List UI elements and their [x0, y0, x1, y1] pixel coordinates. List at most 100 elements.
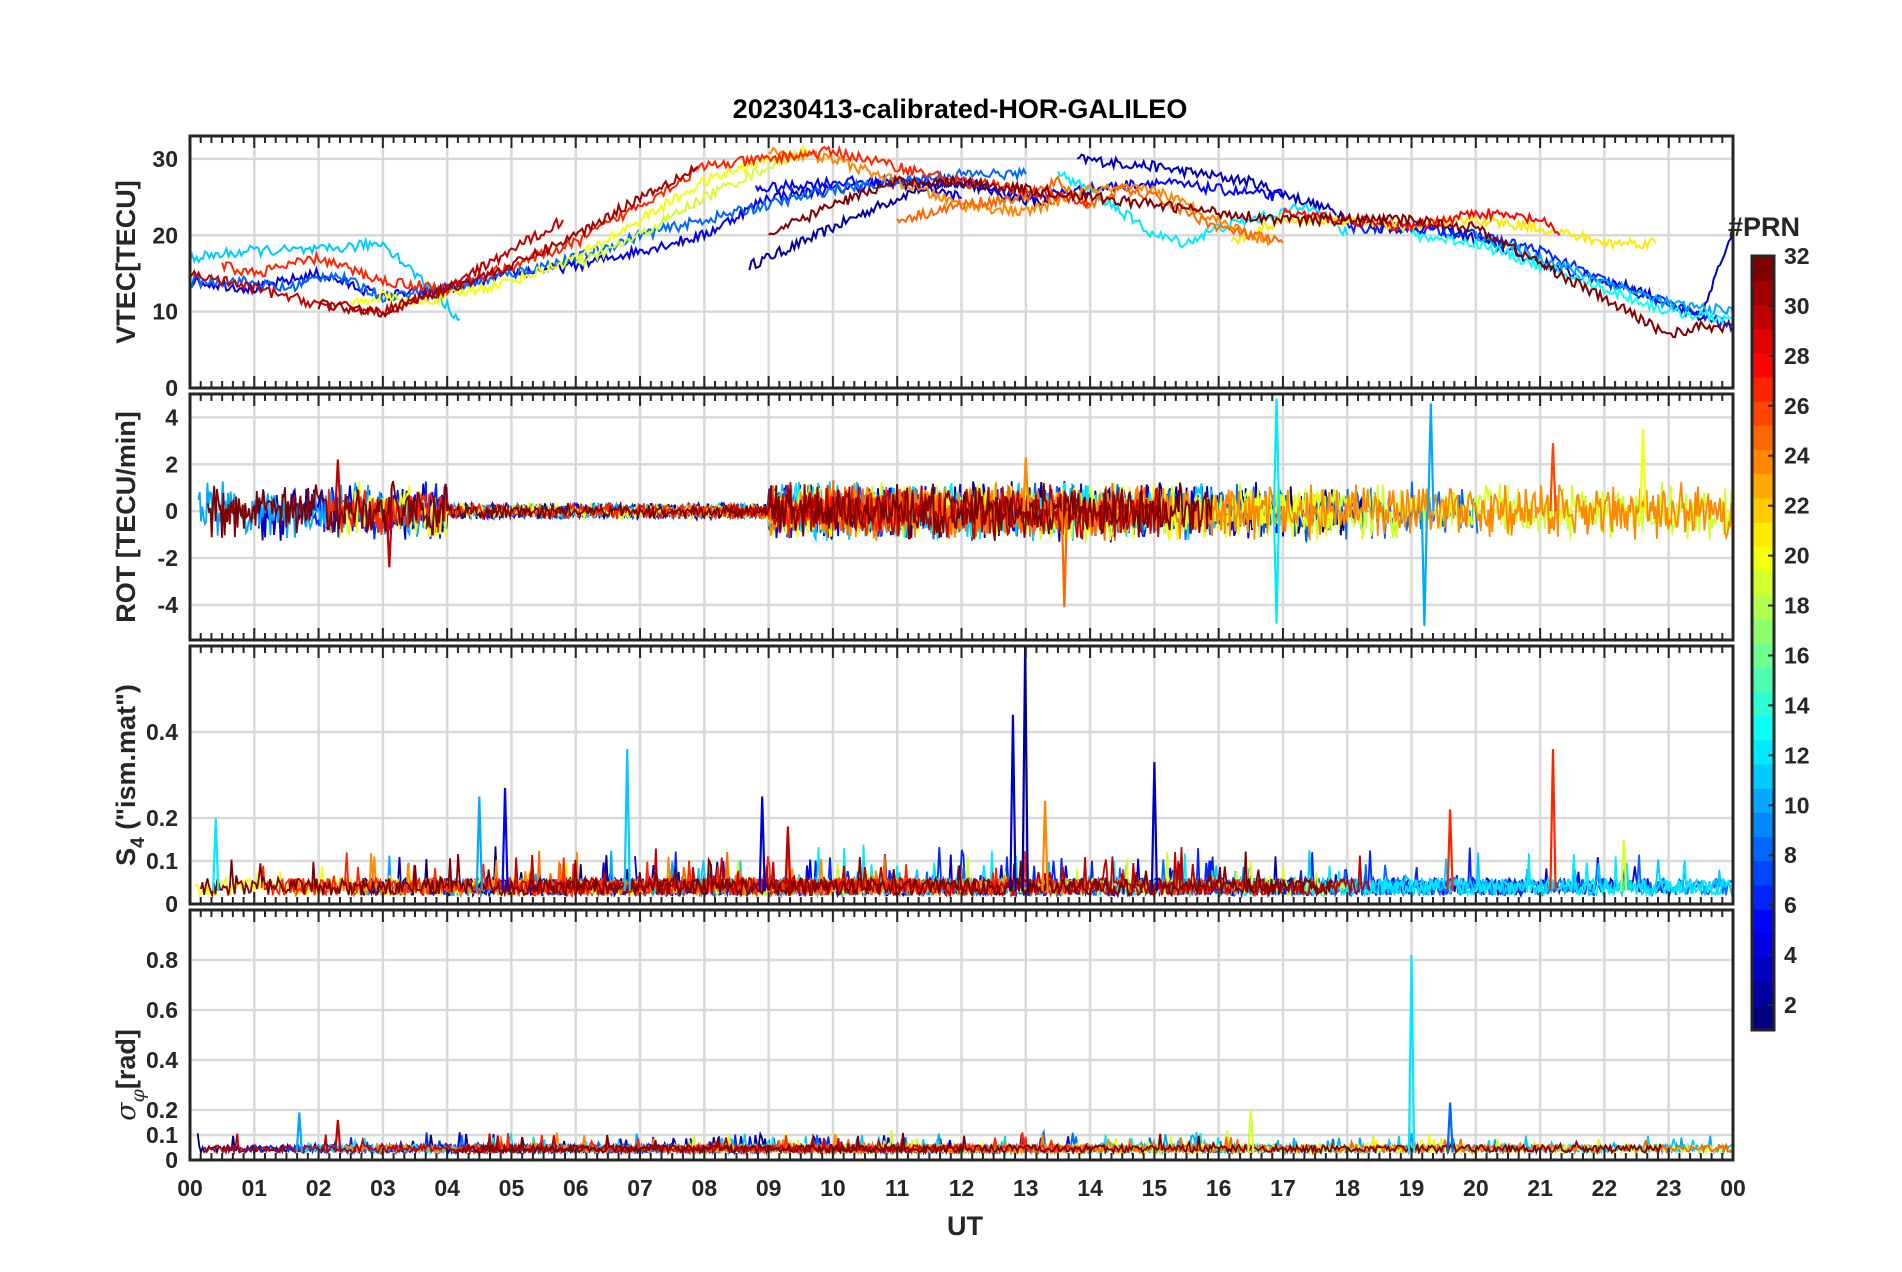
x-tick-label: 19 — [1399, 1175, 1425, 1201]
x-tick-label: 16 — [1206, 1175, 1232, 1201]
x-tick-label: 01 — [241, 1175, 267, 1201]
colorbar-tick-label: 26 — [1784, 393, 1810, 419]
colorbar-tick-label: 4 — [1784, 942, 1797, 968]
x-tick-label: 13 — [1013, 1175, 1039, 1201]
spike-prn-10 — [1420, 511, 1429, 626]
y-tick-label: 10 — [152, 299, 178, 325]
y-tick-label: 0.1 — [146, 1122, 178, 1148]
colorbar-tick-label: 8 — [1784, 842, 1797, 868]
x-tick-label: 11 — [885, 1175, 910, 1201]
colorbar-tick-label: 14 — [1784, 692, 1810, 718]
colorbar-segment — [1752, 522, 1774, 547]
series-line-prn-2 — [748, 177, 1053, 271]
y-tick-label: 0.1 — [146, 848, 178, 874]
x-tick-label: 20 — [1463, 1175, 1489, 1201]
colorbar-segment — [1752, 280, 1774, 305]
colorbar-segment — [1752, 1005, 1774, 1031]
colorbar-segment — [1752, 691, 1774, 717]
x-tick-label: 17 — [1270, 1175, 1296, 1201]
y-tick-label: 0 — [165, 498, 178, 524]
spike-prn-24 — [1041, 800, 1049, 892]
series-line-prn-5 — [754, 172, 1284, 203]
x-tick-label: 03 — [370, 1175, 396, 1201]
series-line-prn-10 — [1474, 231, 1733, 316]
x-tick-label: 22 — [1592, 1175, 1618, 1201]
figure-title: 20230413-calibrated-HOR-GALILEO — [733, 94, 1188, 124]
y-tick-label: 0 — [165, 375, 178, 401]
y-axis-label: ROT [TECU/min] — [111, 411, 141, 622]
series-group — [190, 144, 1733, 339]
x-tick-label: 09 — [756, 1175, 782, 1201]
y-tick-label: 30 — [152, 146, 178, 172]
spike-prn-10 — [475, 796, 483, 892]
spike-prn-27 — [1549, 749, 1557, 892]
series-line-prn-32 — [768, 173, 1733, 339]
colorbar-segment — [1752, 957, 1774, 983]
x-tick-label: 08 — [692, 1175, 718, 1201]
colorbar-tick-label: 12 — [1784, 742, 1810, 768]
colorbar-segment — [1752, 594, 1774, 620]
y-tick-label: 0.2 — [146, 1097, 178, 1123]
y-tick-label: 0.4 — [146, 1047, 178, 1073]
spike-prn-5 — [501, 787, 509, 892]
colorbar-segment — [1752, 788, 1774, 813]
x-tick-label: 02 — [306, 1175, 332, 1201]
spike-prn-11 — [623, 749, 631, 892]
x-tick-label: 06 — [563, 1175, 589, 1201]
spike-prn-12 — [1407, 954, 1416, 1153]
x-tick-label: 00 — [177, 1175, 203, 1201]
x-tick-label: 04 — [434, 1175, 460, 1201]
series-group — [196, 954, 1733, 1157]
spike-prn-4 — [758, 796, 766, 892]
colorbar-segment — [1752, 546, 1774, 572]
colorbar-tick-label: 24 — [1784, 443, 1810, 469]
colorbar-segment — [1752, 256, 1774, 281]
colorbar-segment — [1752, 497, 1774, 523]
x-tick-label: 15 — [1142, 1175, 1168, 1201]
colorbar-tick-label: 16 — [1784, 642, 1810, 668]
spike-prn-30 — [784, 826, 792, 892]
x-tick-label: 00 — [1720, 1175, 1746, 1201]
colorbar-segment — [1752, 933, 1774, 959]
x-tick-label: 12 — [949, 1175, 975, 1201]
colorbar-tick-label: 6 — [1784, 892, 1797, 918]
series-line-prn-27 — [325, 485, 907, 539]
colorbar-tick-label: 2 — [1784, 992, 1797, 1018]
series-line-prn-11 — [190, 236, 461, 322]
x-tick-label: 05 — [499, 1175, 525, 1201]
y-axis-label: σφ[rad] — [111, 1029, 149, 1121]
spike-prn-30 — [385, 511, 393, 568]
spike-prn-26 — [1549, 443, 1557, 512]
spike-prn-2 — [1021, 646, 1029, 892]
series-line-prn-25 — [896, 175, 1284, 244]
colorbar-segment — [1752, 570, 1774, 596]
y-axis-label: VTEC[TECU] — [111, 180, 141, 344]
x-tick-label: 14 — [1077, 1175, 1103, 1201]
colorbar-tick-label: 32 — [1784, 243, 1810, 269]
colorbar-frame — [1750, 254, 1776, 1032]
x-tick-label: 10 — [820, 1175, 846, 1201]
spike-prn-12 — [1272, 398, 1281, 512]
y-tick-label: 0.2 — [146, 805, 178, 831]
series-group — [197, 398, 1733, 626]
colorbar-segment — [1752, 376, 1774, 402]
spike-prn-3 — [1150, 762, 1159, 892]
colorbar-tick-label: 30 — [1784, 293, 1810, 319]
x-tick-label: 23 — [1656, 1175, 1682, 1201]
spike-prn-19 — [1620, 839, 1628, 892]
colorbar-tick-label: 10 — [1784, 792, 1810, 818]
y-tick-label: 0 — [165, 891, 178, 917]
colorbar-segment — [1752, 328, 1774, 354]
y-tick-label: 2 — [165, 451, 178, 477]
colorbar-tick-label: 22 — [1784, 493, 1810, 519]
spike-prn-12 — [212, 817, 220, 892]
spike-prn-12 — [1272, 511, 1281, 624]
colorbar-segment — [1752, 425, 1774, 451]
series-line-prn-12 — [1056, 170, 1349, 249]
panel-VTEC: 0 10 20 30 VTEC[TECU] — [111, 134, 1735, 401]
colorbar-tick-label: 28 — [1784, 343, 1810, 369]
spike-prn-10 — [295, 1112, 303, 1153]
